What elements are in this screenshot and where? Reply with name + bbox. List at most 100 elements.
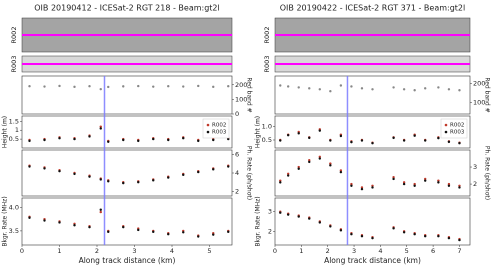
legend-marker: [444, 123, 448, 127]
y-tick-label: 4.0: [9, 203, 19, 211]
legend-marker: [444, 130, 448, 134]
data-point: [28, 165, 31, 168]
data-point: [402, 231, 406, 234]
data-point: [413, 184, 416, 187]
data-point: [447, 236, 451, 240]
data-point: [458, 184, 461, 187]
data-point: [371, 236, 374, 240]
x-tick-label: 0: [20, 247, 24, 255]
data-point: [458, 142, 461, 145]
data-point: [73, 137, 76, 141]
data-point: [227, 137, 230, 141]
data-point: [197, 235, 200, 238]
x-tick-label: 4: [378, 247, 382, 255]
x-tick-label: 4: [170, 247, 174, 255]
data-point: [437, 136, 440, 140]
data-point: [152, 137, 155, 141]
data-point: [371, 142, 374, 145]
panel-frame: [274, 75, 471, 115]
y-tick-label: 2: [235, 187, 239, 195]
data-point: [73, 85, 76, 89]
data-point: [43, 219, 46, 222]
x-tick-label: 3: [132, 247, 136, 255]
data-point: [318, 221, 321, 224]
panel-frame: [274, 197, 471, 246]
data-point: [350, 182, 353, 186]
legend-label: R002: [212, 123, 226, 129]
data-point: [88, 85, 91, 88]
data-point: [413, 233, 416, 236]
data-point: [424, 234, 427, 238]
panel-frame: [274, 115, 471, 149]
data-point: [297, 165, 300, 169]
y-axis-label: Bkgr. Rate (MHz): [2, 196, 9, 246]
y-axis-label: Ph. Rate (ph/shot): [246, 146, 253, 200]
data-point: [152, 85, 155, 88]
data-point: [350, 85, 353, 88]
data-point: [28, 139, 31, 143]
y-tick-label: 1.0: [262, 123, 272, 131]
y-axis-label: Bkgr. Rate (MHz): [255, 196, 262, 246]
data-point: [88, 225, 91, 229]
data-point: [339, 170, 343, 174]
data-point: [392, 177, 395, 181]
x-tick-label: 3: [352, 247, 356, 255]
x-axis-label: Along track distance (km): [324, 256, 421, 265]
y-tick-label: 3: [473, 163, 477, 171]
x-tick-label: 6: [431, 247, 435, 255]
y-tick-label: 2: [473, 180, 477, 188]
data-point: [167, 232, 170, 236]
data-point: [182, 231, 185, 234]
data-point: [28, 216, 31, 219]
legend-label: R003: [212, 130, 227, 136]
legend-box: [440, 118, 468, 139]
data-point: [286, 172, 290, 176]
panel-frame: [274, 149, 471, 197]
data-point: [360, 87, 364, 90]
y-tick-label: 100: [235, 95, 247, 103]
data-point: [392, 176, 395, 179]
data-point: [99, 87, 102, 91]
x-tick-label: 0: [273, 247, 277, 255]
data-point: [308, 159, 311, 162]
data-point: [182, 137, 185, 140]
panel-frame: [21, 75, 233, 115]
y-tick-label: 100: [473, 99, 485, 107]
data-point: [308, 217, 311, 220]
data-point: [286, 134, 290, 137]
data-point: [88, 175, 91, 178]
data-point: [152, 230, 155, 234]
data-point: [279, 181, 282, 184]
data-point: [437, 86, 440, 89]
data-point: [339, 134, 343, 138]
data-point: [227, 85, 230, 88]
data-point: [339, 84, 343, 87]
data-point: [88, 135, 91, 138]
data-point: [308, 87, 311, 90]
data-point: [286, 213, 290, 216]
data-point: [360, 139, 364, 142]
panel-frame: [21, 197, 233, 246]
chart-title: OIB 20190422 - ICESat-2 RGT 371 - Beam:g…: [280, 4, 466, 13]
data-point: [447, 140, 451, 144]
data-point: [227, 230, 230, 234]
data-point: [437, 181, 440, 184]
strip-label: R002: [263, 27, 271, 44]
y-tick-label: 1: [15, 126, 19, 134]
data-point: [329, 139, 332, 142]
data-point: [308, 160, 311, 164]
y-axis-label: Ph. Rate (ph/shot): [484, 146, 491, 200]
data-point: [137, 228, 140, 232]
data-point: [424, 87, 427, 90]
x-tick-label: 2: [95, 247, 99, 255]
x-tick-label: 2: [326, 247, 330, 255]
data-point: [122, 85, 125, 88]
data-point: [122, 138, 125, 142]
data-point: [458, 89, 461, 92]
strip-label: R003: [10, 56, 18, 73]
data-point: [99, 208, 102, 211]
legend-marker: [206, 123, 210, 127]
data-point: [329, 162, 332, 165]
data-point: [212, 168, 215, 171]
data-point: [392, 227, 395, 230]
